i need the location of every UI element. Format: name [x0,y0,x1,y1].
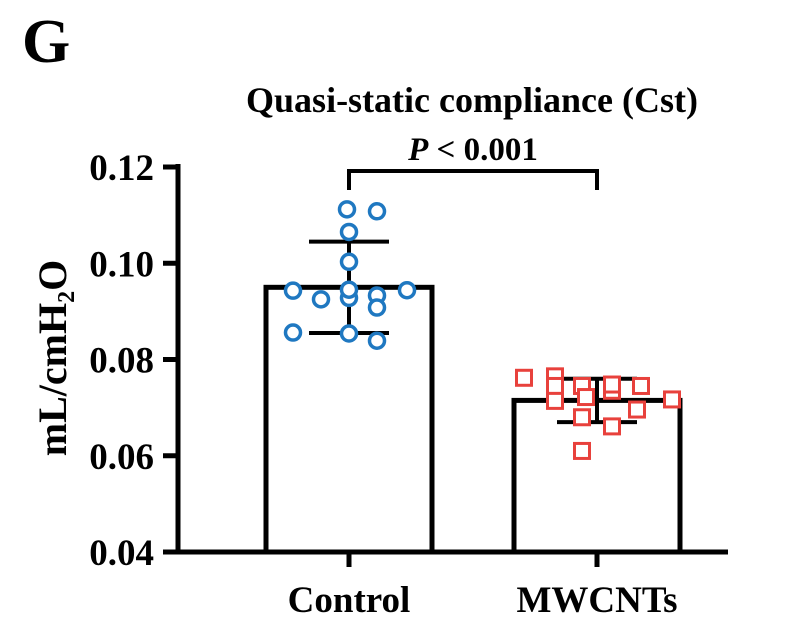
data-point-control [397,280,417,300]
y-axis-label: mL/cmH₂O [30,260,75,456]
error-bar [557,376,637,425]
data-point-mwcnts [573,408,591,427]
bar-mwcnts [511,397,683,555]
data-point-mwcnts [546,376,564,395]
data-point-mwcnts [663,390,681,409]
data-point-control [339,252,359,272]
significance-value: < 0.001 [428,132,538,168]
data-point-mwcnts [573,441,591,460]
data-point-mwcnts [628,400,646,419]
chart-title: Quasi-static compliance (Cst) [246,80,698,120]
data-point-control [367,298,387,317]
data-point-control [339,280,359,299]
data-point-mwcnts [515,368,533,387]
data-point-control [337,200,357,219]
data-point-mwcnts [603,375,621,394]
data-point-mwcnts [546,391,564,410]
data-point-control [283,323,303,342]
x-tick-label: Control [288,580,411,621]
data-point-mwcnts [577,388,595,407]
y-tick-label: 0.08 [89,341,154,382]
y-tick-label: 0.04 [89,533,154,574]
data-point-control [283,281,303,300]
significance-p: P [407,132,429,168]
data-points [283,200,681,460]
panel-label: G [22,8,70,76]
data-point-mwcnts [632,376,650,395]
data-point-control [339,324,359,343]
y-tick-label: 0.10 [89,244,154,285]
data-point-control [367,331,387,350]
significance-annotation: P < 0.001 [347,132,599,190]
data-point-control [367,202,387,221]
data-point-mwcnts [603,417,621,436]
data-point-control [339,222,359,242]
y-tick-label: 0.12 [89,148,154,189]
significance-label: P < 0.001 [407,132,538,168]
y-tick-label: 0.06 [89,437,154,478]
axes: 0.04 0.06 0.08 0.10 0.12 Control MWCNTs [89,148,728,621]
data-point-control [311,290,331,309]
x-tick-label: MWCNTs [516,580,677,621]
significance-bracket [347,169,599,190]
